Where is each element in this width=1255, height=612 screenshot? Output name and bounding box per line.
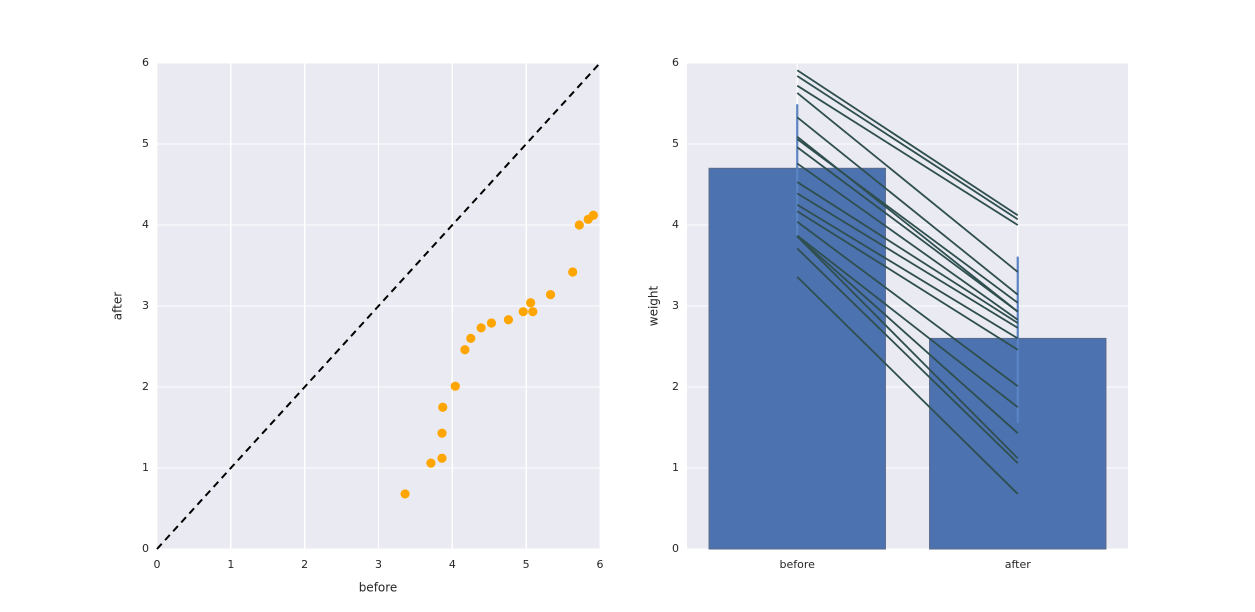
pair-line [796,75,1019,221]
category-tick-label: after [1004,558,1031,571]
y-tick-label: 0 [672,542,679,555]
x-tick-label: 4 [448,558,456,571]
y-tick-label: 3 [142,299,149,312]
scatter-point [568,267,578,277]
category-tick-label: before [779,558,815,571]
scatter-point [574,220,584,230]
pair-line [796,136,1019,313]
scatter-point [588,210,598,220]
scatter-point [525,298,536,308]
y-tick-label: 5 [142,137,149,150]
scatter-point [437,428,447,438]
bar-ylabel: weight [646,285,661,327]
bar-plot-area [687,62,1128,550]
scatter-point [400,489,410,499]
y-tick-label: 2 [142,380,149,393]
y-tick-label: 4 [142,218,149,231]
y-tick-label: 1 [672,461,679,474]
scatter-point [466,333,476,343]
y-tick-label: 0 [142,542,149,555]
pair-line [796,247,1019,464]
y-tick-label: 1 [142,461,149,474]
scatter-xlabel: before [358,580,398,595]
pair-line [796,203,1019,340]
scatter-point [518,307,528,317]
pair-line [796,235,1019,459]
pair-line [796,192,1019,329]
x-tick-label: 1 [227,558,235,571]
y-tick-label: 3 [672,299,679,312]
pair-line [796,92,1019,273]
scatter-point [476,323,486,333]
pair-line [796,181,1019,324]
pair-line [796,221,1019,387]
x-tick-label: 5 [522,558,530,571]
scatter-point [460,345,470,355]
x-tick-label: 6 [596,558,604,571]
scatter-point [450,381,460,391]
identity-line [156,62,601,550]
y-tick-label: 2 [672,380,679,393]
scatter-ylabel: after [110,291,125,321]
scatter-point [528,307,538,317]
scatter-point [426,458,436,468]
scatter-point [486,318,497,328]
y-tick-label: 4 [672,218,679,231]
scatter-point [503,315,514,325]
scatter-point [437,453,447,463]
scatter-axes [156,62,601,550]
scatter-plot-area [156,62,601,550]
y-tick-label: 5 [672,137,679,150]
bar-axes [687,62,1128,550]
pair-line [796,210,1019,351]
pair-line [796,116,1019,296]
pair-line [796,146,1019,313]
pair-line [796,235,1019,434]
y-tick-label: 6 [672,56,679,69]
pair-line [796,84,1019,226]
pair-line [796,69,1019,217]
pair-line [796,162,1019,321]
y-tick-label: 6 [142,56,149,69]
scatter-point [545,290,556,300]
x-tick-label: 2 [301,558,309,571]
pair-line [796,234,1019,408]
x-tick-label: 3 [375,558,382,571]
x-tick-label: 0 [153,558,161,571]
scatter-point [438,402,448,412]
pair-line [796,276,1019,495]
